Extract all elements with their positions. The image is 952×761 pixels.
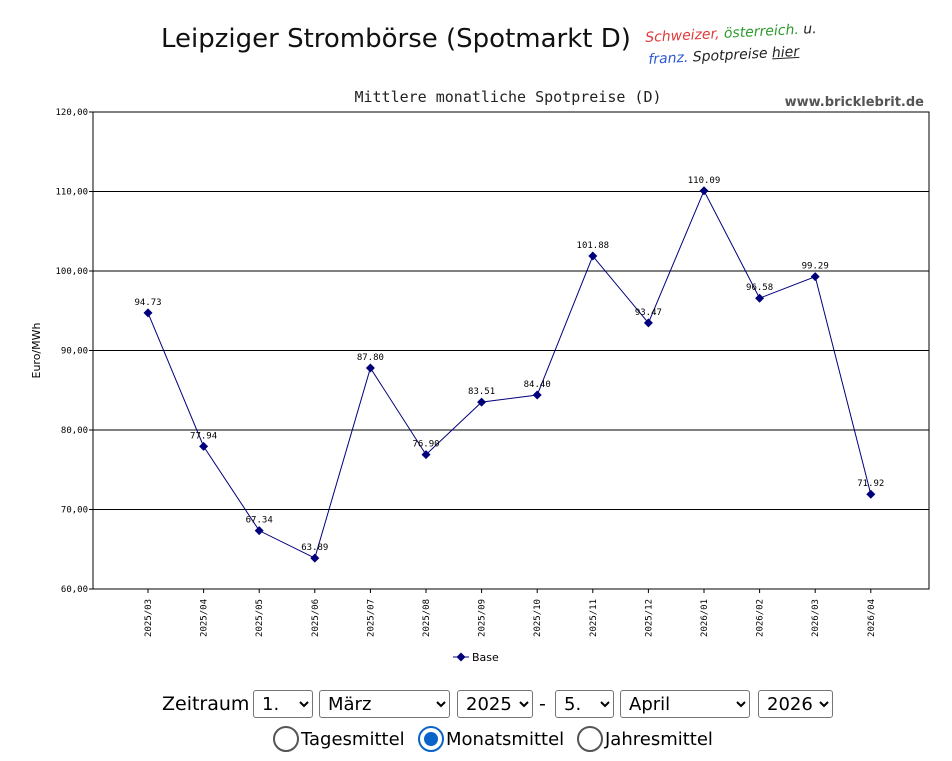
data-label: 83.51: [468, 387, 495, 397]
data-label: 94.73: [134, 298, 161, 308]
from-month-select[interactable]: März: [319, 690, 450, 718]
data-label: 76.90: [412, 440, 439, 450]
data-label: 96.58: [746, 283, 773, 293]
x-tick-label: 2025/10: [533, 599, 543, 637]
promo-line-2: franz. Spotpreise hier: [648, 44, 800, 68]
data-point: [477, 397, 487, 407]
radio-daily-average[interactable]: Tagesmittel: [273, 726, 405, 752]
data-label: 99.29: [802, 262, 829, 272]
x-tick-label: 2026/02: [756, 599, 766, 637]
data-point: [699, 186, 709, 196]
from-year-select[interactable]: 2025: [457, 690, 533, 718]
chart-watermark: www.bricklebrit.de: [785, 95, 925, 110]
data-label: 67.34: [246, 516, 273, 526]
promo-word-here: hier: [771, 43, 800, 62]
data-point: [643, 318, 653, 328]
data-label: 93.47: [635, 308, 662, 318]
other-markets-link[interactable]: Schweizer, österreich. u. franz. Spotpre…: [644, 4, 847, 72]
data-point: [755, 293, 765, 303]
data-point: [810, 272, 820, 282]
x-tick-label: 2025/04: [200, 599, 210, 637]
spot-price-chart: Mittlere monatliche Spotpreise (D) www.br…: [30, 88, 930, 664]
x-tick-label: 2025/09: [478, 599, 488, 637]
promo-word-spotprices: Spotpreise: [692, 45, 768, 66]
page-title: Leipziger Strombörse (Spotmarkt D): [161, 24, 631, 54]
y-tick-label: 90,00: [61, 347, 88, 357]
x-tick-label: 2025/06: [311, 599, 321, 637]
data-point: [532, 390, 542, 400]
y-tick-label: 100,00: [55, 267, 88, 277]
data-label: 84.40: [524, 380, 551, 390]
data-point: [421, 450, 431, 460]
x-tick-label: 2025/08: [422, 599, 432, 637]
radio-yearly-average[interactable]: Jahresmittel: [577, 726, 713, 752]
x-tick-label: 2025/05: [255, 599, 265, 637]
y-axis-label: Euro/MWh: [30, 322, 43, 378]
x-tick-label: 2025/12: [644, 599, 654, 637]
radio-monthly-circle[interactable]: [418, 726, 444, 752]
data-label: 101.88: [577, 241, 610, 251]
radio-monthly-average[interactable]: Monatsmittel: [418, 726, 564, 752]
y-tick-label: 70,00: [61, 506, 88, 516]
data-point: [365, 363, 375, 373]
to-year-select[interactable]: 2026: [758, 690, 833, 718]
promo-line-1: Schweizer, österreich. u.: [645, 21, 817, 46]
legend-marker: [456, 652, 466, 662]
x-tick-label: 2026/03: [811, 599, 821, 637]
y-tick-label: 80,00: [61, 426, 88, 436]
data-label: 77.94: [190, 431, 217, 441]
data-label: 87.80: [357, 353, 384, 363]
period-controls: Zeitraum 1. März 2025 - 5. April 2026: [0, 688, 952, 722]
to-month-select[interactable]: April: [620, 690, 750, 718]
range-separator: -: [539, 693, 546, 715]
x-tick-label: 2025/07: [366, 599, 376, 637]
legend-label: Base: [472, 651, 499, 664]
x-tick-label: 2026/01: [700, 599, 710, 637]
period-label: Zeitraum: [162, 693, 250, 715]
y-tick-label: 110,00: [55, 188, 88, 198]
data-point: [199, 441, 209, 451]
data-label: 71.92: [857, 479, 884, 489]
series-line-base: [147, 189, 872, 559]
data-point: [143, 308, 153, 318]
radio-daily-label: Tagesmittel: [301, 728, 405, 750]
from-day-select[interactable]: 1.: [253, 690, 313, 718]
data-point: [588, 251, 598, 261]
radio-yearly-label: Jahresmittel: [605, 728, 713, 750]
aggregation-radio-group: Tagesmittel Monatsmittel Jahresmittel: [0, 724, 952, 758]
radio-yearly-circle[interactable]: [577, 726, 603, 752]
promo-word-and: u.: [802, 21, 817, 38]
data-label: 110.09: [688, 176, 721, 186]
data-point: [254, 526, 264, 536]
promo-word-austrian: österreich.: [723, 21, 800, 42]
x-tick-label: 2025/11: [589, 599, 599, 637]
to-day-select[interactable]: 5.: [555, 690, 614, 718]
y-tick-label: 120,00: [55, 108, 88, 118]
radio-daily-circle[interactable]: [273, 726, 299, 752]
data-label: 63.89: [301, 543, 328, 553]
radio-monthly-label: Monatsmittel: [446, 728, 565, 750]
x-tick-label: 2026/04: [867, 599, 877, 637]
data-point: [310, 553, 320, 563]
x-tick-label: 2025/03: [144, 599, 154, 637]
chart-title: Mittlere monatliche Spotpreise (D): [354, 88, 661, 106]
y-tick-label: 60,00: [61, 585, 88, 595]
promo-word-swiss: Schweizer,: [644, 26, 720, 46]
promo-word-french: franz.: [647, 49, 689, 68]
data-point: [866, 489, 876, 499]
